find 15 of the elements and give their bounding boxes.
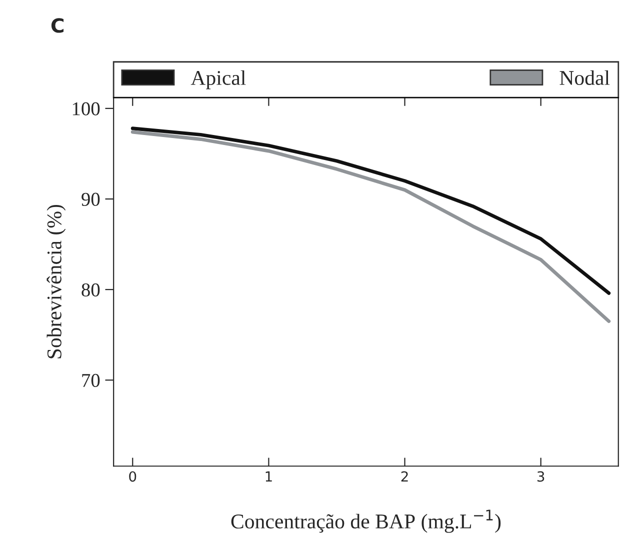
- y-tick-label: 80: [82, 283, 100, 296]
- legend-label: Apical: [190, 70, 246, 90]
- legend-label: Nodal: [560, 70, 610, 85]
- x-tick-label: 1: [266, 471, 272, 482]
- line-series: [130, 126, 611, 295]
- x-tick-label: 2: [401, 471, 408, 482]
- y-tick-label: 90: [82, 192, 100, 206]
- y-tick-label: 70: [82, 374, 100, 388]
- x-tick-label: 0: [129, 471, 136, 482]
- y-axis-title: Sobrevivência (%): [46, 204, 66, 358]
- line-series: [130, 130, 611, 323]
- x-tick-label: 3: [537, 471, 544, 482]
- x-axis-title: Concentração de BAP (mg.L$^{−1}$): [231, 510, 501, 533]
- y-tick-label: 100: [72, 102, 100, 116]
- text: C: [51, 18, 64, 33]
